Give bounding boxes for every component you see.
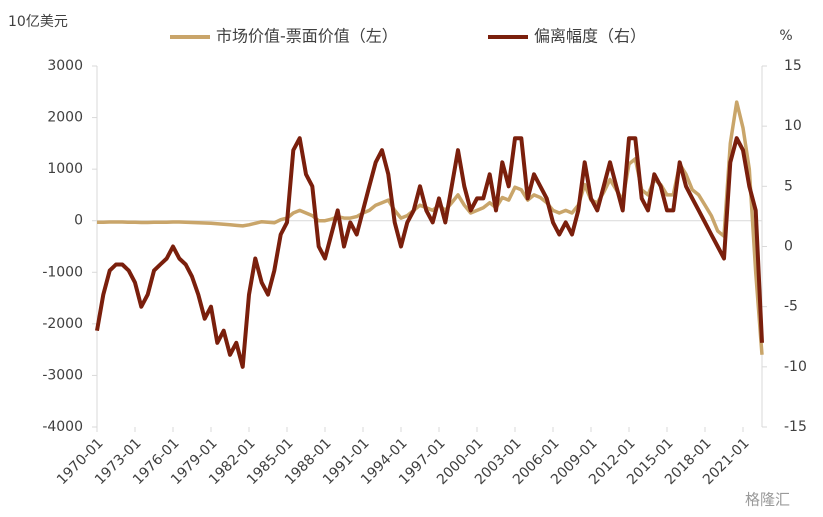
y-tick-label: 0 — [74, 213, 83, 229]
y-tick-label: 1000 — [47, 161, 83, 177]
y2-tick-label: 15 — [784, 58, 802, 74]
y-tick-label: -4000 — [42, 419, 83, 435]
y2-tick-label: -5 — [784, 299, 798, 315]
y-tick-label: 3000 — [47, 58, 83, 74]
y-tick-label: -3000 — [42, 367, 83, 383]
y2-tick-label: 0 — [784, 239, 793, 255]
watermark: 格隆汇 — [745, 491, 790, 509]
y2-tick-label: 10 — [784, 118, 802, 134]
y-tick-label: -2000 — [42, 316, 83, 332]
legend-label: 偏离幅度（右） — [534, 27, 646, 46]
y2-axis-label: % — [779, 28, 792, 44]
legend-label: 市场价值-票面价值（左） — [216, 27, 398, 46]
series-line — [95, 136, 764, 369]
series-line — [97, 100, 764, 355]
y2-tick-label: 5 — [784, 178, 793, 194]
y-axis-label: 10亿美元 — [8, 14, 68, 30]
y2-tick-label: -15 — [784, 419, 807, 435]
y-tick-label: -1000 — [42, 264, 83, 280]
y2-tick-label: -10 — [784, 359, 807, 375]
y-tick-label: 2000 — [47, 110, 83, 126]
